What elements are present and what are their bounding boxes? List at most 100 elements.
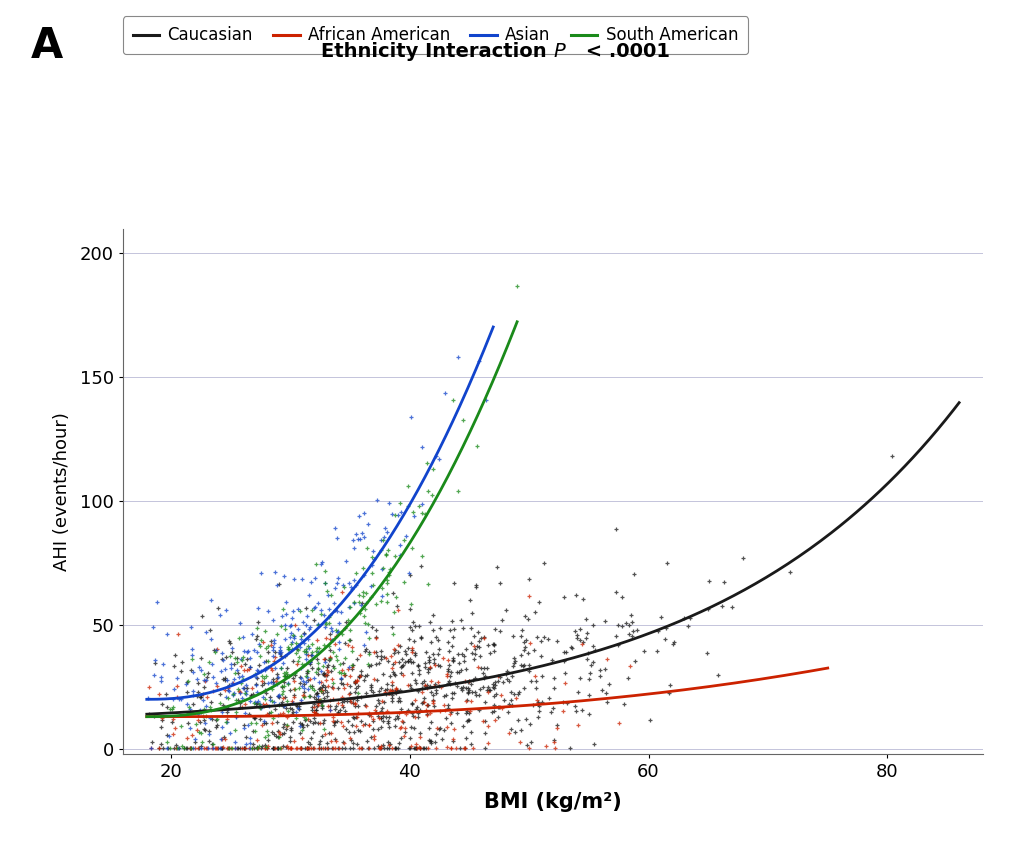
- Point: [469, 639, 485, 653]
- Point: [259, 707, 275, 721]
- Point: [884, 450, 900, 463]
- Point: [496, 694, 512, 707]
- Point: [203, 704, 219, 717]
- Point: [362, 579, 379, 593]
- Point: [271, 644, 288, 657]
- Point: [227, 723, 244, 737]
- Point: [325, 633, 341, 646]
- Point: [325, 741, 341, 755]
- Point: [386, 642, 402, 656]
- Point: [209, 712, 225, 726]
- Point: [562, 741, 579, 755]
- Point: [167, 648, 183, 662]
- Point: [310, 656, 327, 670]
- Point: [309, 699, 326, 712]
- Point: [534, 669, 550, 683]
- Point: [527, 674, 544, 688]
- Point: [371, 739, 387, 753]
- Point: [298, 601, 314, 615]
- Point: [349, 693, 366, 706]
- Point: [399, 641, 416, 655]
- Point: [406, 615, 422, 628]
- Point: [398, 707, 415, 721]
- Point: [443, 705, 460, 718]
- Point: [333, 716, 349, 729]
- Point: [414, 677, 430, 690]
- Point: [359, 741, 376, 755]
- Point: [302, 689, 318, 702]
- Point: [335, 700, 351, 713]
- Point: [166, 721, 182, 734]
- Point: [321, 699, 337, 712]
- Point: [212, 608, 228, 622]
- Point: [699, 646, 716, 660]
- Point: [434, 732, 451, 745]
- Point: [165, 728, 181, 741]
- Point: [419, 699, 435, 712]
- Point: [239, 684, 255, 698]
- Point: [268, 677, 285, 690]
- Point: [216, 662, 232, 676]
- Point: [341, 634, 357, 647]
- Point: [312, 693, 329, 706]
- Point: [367, 703, 383, 717]
- Point: [279, 701, 295, 715]
- Point: [312, 684, 329, 697]
- Point: [189, 676, 206, 689]
- Point: [378, 710, 394, 723]
- Point: [312, 603, 329, 617]
- Point: [495, 701, 511, 715]
- Point: [568, 704, 585, 717]
- Point: [313, 701, 330, 715]
- Point: [331, 741, 347, 755]
- Point: [210, 601, 226, 614]
- Point: [387, 508, 403, 522]
- Point: [463, 677, 479, 690]
- Point: [366, 673, 382, 686]
- Point: [460, 686, 476, 700]
- Point: [299, 741, 315, 755]
- Point: [373, 652, 389, 666]
- Point: [273, 728, 290, 741]
- Point: [385, 666, 401, 679]
- Point: [248, 678, 264, 691]
- Point: [254, 669, 270, 683]
- Point: [292, 677, 308, 690]
- Point: [256, 662, 272, 676]
- Point: [234, 650, 251, 663]
- Point: [450, 484, 466, 498]
- Point: [219, 673, 236, 686]
- Point: [308, 687, 325, 700]
- Point: [316, 652, 333, 666]
- Point: [302, 672, 318, 685]
- Point: [464, 685, 480, 699]
- Point: [421, 660, 437, 673]
- Point: [260, 734, 276, 747]
- Point: [386, 644, 402, 657]
- Point: [357, 717, 374, 731]
- Point: [224, 676, 241, 689]
- Point: [153, 720, 169, 734]
- Point: [205, 738, 221, 751]
- Point: [218, 716, 234, 729]
- Point: [290, 623, 306, 636]
- Point: [310, 645, 327, 659]
- Point: [310, 617, 327, 631]
- Point: [407, 694, 423, 707]
- Point: [445, 686, 462, 700]
- Point: [305, 683, 322, 696]
- Point: [399, 678, 416, 691]
- Point: [343, 695, 359, 709]
- Point: [716, 575, 732, 589]
- Point: [357, 602, 374, 616]
- Point: [657, 621, 674, 634]
- Point: [439, 635, 456, 649]
- Point: [303, 603, 319, 617]
- Point: [525, 643, 542, 656]
- Point: [180, 700, 197, 713]
- Point: [193, 650, 209, 664]
- Point: [526, 605, 543, 618]
- Point: [345, 659, 361, 673]
- Point: [385, 684, 401, 698]
- Point: [347, 719, 364, 733]
